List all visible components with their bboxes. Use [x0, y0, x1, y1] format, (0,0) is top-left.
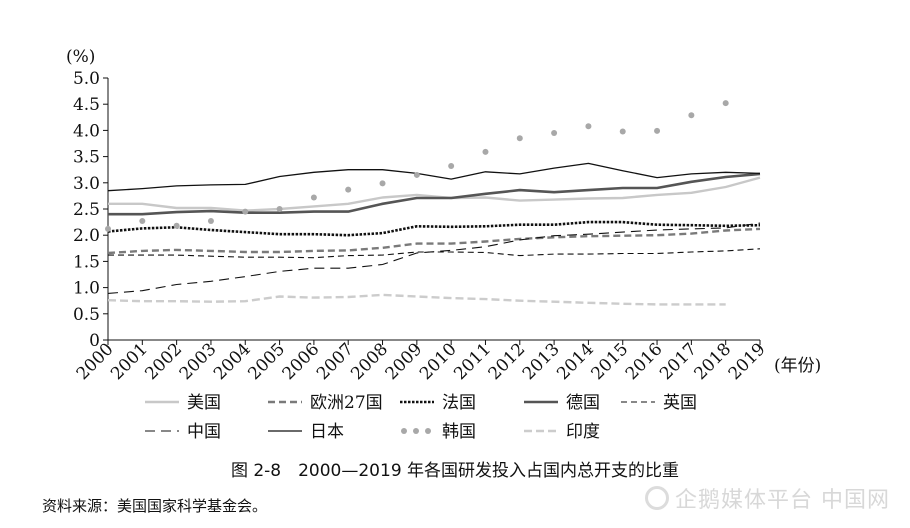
y-tick-label: 3.0 [73, 174, 100, 194]
data-point [413, 171, 420, 178]
data-point [585, 123, 592, 130]
x-tick-label: 2012 [485, 339, 530, 384]
x-tick-label: 2007 [313, 339, 358, 384]
data-point [310, 194, 317, 201]
x-axis-unit: (年份) [774, 356, 821, 376]
x-tick-label: 2005 [244, 339, 289, 384]
y-tick-label: 1.5 [73, 252, 100, 272]
x-tick-label: 2001 [107, 339, 152, 384]
legend-label: 韩国 [442, 422, 476, 442]
y-tick-label: 0.5 [73, 305, 100, 325]
x-tick-label: 2010 [416, 339, 461, 384]
data-point [448, 163, 455, 170]
data-point [242, 208, 249, 215]
series-line [107, 227, 761, 255]
x-tick-label: 2013 [519, 339, 564, 384]
x-tick-label: 2019 [725, 339, 770, 384]
data-point [345, 186, 352, 193]
series-line [107, 222, 761, 294]
legend-label: 印度 [566, 422, 600, 442]
data-point [688, 112, 695, 119]
y-tick-label: 1.0 [73, 279, 100, 299]
x-tick-label: 2006 [279, 339, 324, 384]
x-tick-label: 2002 [141, 339, 186, 384]
y-tick-label: 2.0 [73, 226, 100, 246]
x-tick-label: 2009 [382, 339, 427, 384]
series-line [108, 172, 761, 216]
data-point [619, 128, 626, 135]
series-line [107, 293, 726, 306]
data-point [276, 206, 283, 212]
legend-label: 德国 [566, 393, 600, 413]
legend-label: 日本 [310, 422, 344, 442]
source-note: 资料来源：美国国家科学基金会。 [42, 497, 268, 515]
legend-swatch [413, 428, 419, 434]
figure-caption: 图 2-8 2000—2019 年各国研发投入占国内总开支的比重 [230, 461, 680, 481]
series-line [108, 248, 761, 259]
legend-label: 中国 [187, 422, 221, 442]
legend-label: 英国 [663, 393, 697, 413]
y-tick-label: 3.5 [73, 148, 100, 168]
data-point [551, 130, 558, 137]
x-tick-label: 2015 [588, 339, 633, 384]
y-axis-unit: (%) [66, 47, 95, 67]
y-tick-label: 0 [89, 331, 100, 351]
x-tick-label: 2018 [690, 339, 735, 384]
watermark-logo-icon [645, 486, 669, 510]
legend-swatch [401, 428, 407, 434]
legend-label: 美国 [187, 393, 221, 413]
line-chart: 00.51.01.52.02.53.03.54.04.55.0(%)200020… [66, 47, 821, 442]
x-tick-label: 2011 [450, 339, 495, 384]
x-tick-label: 2017 [656, 339, 701, 384]
legend-swatch [425, 428, 431, 434]
x-tick-label: 2016 [622, 339, 667, 384]
data-point [654, 127, 661, 134]
data-point [516, 135, 523, 142]
watermark: 企鹅媒体平台 中国网 [645, 482, 890, 514]
watermark-text: 企鹅媒体平台 中国网 [675, 488, 890, 513]
data-point [139, 218, 146, 225]
x-tick-label: 2008 [347, 339, 392, 384]
y-tick-label: 5.0 [73, 69, 100, 89]
x-tick-label: 2003 [176, 339, 221, 384]
data-point [722, 100, 729, 107]
series-line [107, 162, 761, 192]
series-line [107, 220, 761, 237]
y-tick-label: 4.0 [73, 121, 100, 141]
y-tick-label: 4.5 [73, 95, 100, 115]
data-point [482, 148, 489, 155]
legend-label: 法国 [442, 393, 476, 413]
data-point [207, 218, 214, 225]
x-tick-label: 2014 [553, 339, 598, 384]
y-tick-label: 2.5 [73, 200, 100, 220]
data-point [105, 225, 111, 232]
data-point [173, 222, 180, 229]
data-point [379, 180, 386, 187]
series-line [108, 176, 761, 212]
x-tick-label: 2004 [210, 339, 255, 384]
legend-label: 欧洲27国 [310, 393, 383, 413]
